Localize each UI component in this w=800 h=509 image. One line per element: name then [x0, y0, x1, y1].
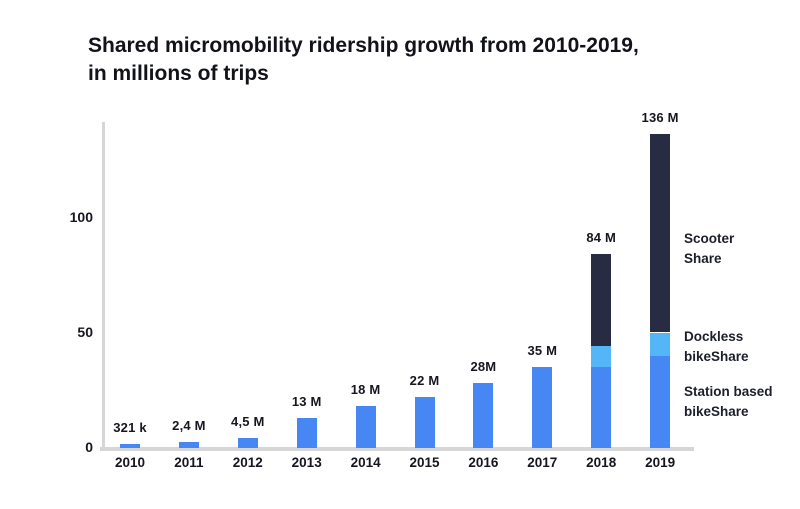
bar-segment-station-based-bikeshare-2017 — [532, 367, 553, 448]
bar-segment-dockless-bikeshare-2018 — [591, 346, 612, 368]
x-axis-label-2015: 2015 — [409, 455, 440, 470]
bar-value-label-2017: 35 M — [527, 343, 558, 359]
bar-segment-station-based-bikeshare-2015 — [414, 397, 435, 448]
y-tick-label-0: 0 — [85, 439, 93, 455]
legend-item-station-based-bikeshare: Station based bikeShare — [684, 382, 773, 422]
legend-item-scooter-share: Scooter Share — [684, 229, 734, 269]
bar-segment-scooter-share-2019 — [650, 133, 671, 333]
chart-title: Shared micromobility ridership growth fr… — [88, 32, 639, 88]
bar-value-label-2016: 28M — [470, 359, 497, 375]
bar-segment-station-based-bikeshare-2019 — [650, 355, 671, 448]
x-axis-label-2012: 2012 — [232, 455, 263, 470]
bar-segment-dockless-bikeshare-2019 — [650, 332, 671, 356]
legend-label: bikeShare — [684, 349, 749, 364]
bar-value-label-2015: 22 M — [409, 373, 440, 389]
x-axis-label-2017: 2017 — [527, 455, 558, 470]
bar-value-label-2011: 2,4 M — [172, 418, 206, 434]
x-axis-label-2019: 2019 — [645, 455, 676, 470]
bar-segment-station-based-bikeshare-2011 — [178, 442, 199, 448]
legend-label: Scooter — [684, 231, 735, 246]
y-axis-line — [102, 122, 105, 451]
x-axis-label-2018: 2018 — [586, 455, 617, 470]
bar-value-label-2014: 18 M — [350, 382, 381, 398]
y-tick-label-50: 50 — [77, 324, 93, 340]
bar-segment-station-based-bikeshare-2014 — [355, 406, 376, 448]
bar-value-label-2018: 84 M — [586, 229, 617, 245]
bar-segment-station-based-bikeshare-2018 — [591, 367, 612, 448]
x-axis-label-2014: 2014 — [350, 455, 381, 470]
chart-title-line1: Shared micromobility ridership growth fr… — [88, 34, 639, 57]
legend-label: Station based — [684, 384, 773, 399]
x-axis-label-2016: 2016 — [468, 455, 499, 470]
x-axis-label-2011: 2011 — [174, 455, 204, 470]
x-axis-label-2013: 2013 — [291, 455, 322, 470]
bar-segment-station-based-bikeshare-2010 — [120, 444, 140, 448]
legend-label: bikeShare — [684, 404, 749, 419]
bar-value-label-2013: 13 M — [291, 393, 322, 409]
bar-segment-station-based-bikeshare-2013 — [296, 417, 317, 448]
x-axis-label-2010: 2010 — [114, 455, 146, 470]
legend-item-dockless-bikeshare: Dockless bikeShare — [684, 327, 749, 367]
y-tick-label-100: 100 — [69, 209, 93, 225]
bar-value-label-2019: 136 M — [641, 109, 679, 125]
bar-segment-scooter-share-2018 — [591, 253, 612, 347]
legend-label: Dockless — [684, 329, 744, 344]
bar-value-label-2012: 4,5 M — [231, 413, 265, 429]
chart-title-line2: in millions of trips — [88, 62, 269, 85]
bar-value-label-2010: 321 k — [113, 420, 147, 435]
x-axis-line — [100, 447, 694, 451]
legend-label: Share — [684, 251, 722, 266]
bar-segment-station-based-bikeshare-2012 — [237, 437, 258, 448]
bar-segment-station-based-bikeshare-2016 — [473, 383, 494, 448]
